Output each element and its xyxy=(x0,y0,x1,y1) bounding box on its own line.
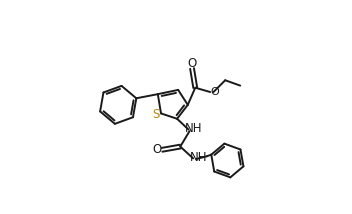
Text: NH: NH xyxy=(190,151,207,164)
Text: O: O xyxy=(153,143,162,156)
Text: S: S xyxy=(152,108,159,121)
Text: O: O xyxy=(210,87,219,97)
Text: NH: NH xyxy=(185,122,202,135)
Text: O: O xyxy=(187,57,197,70)
